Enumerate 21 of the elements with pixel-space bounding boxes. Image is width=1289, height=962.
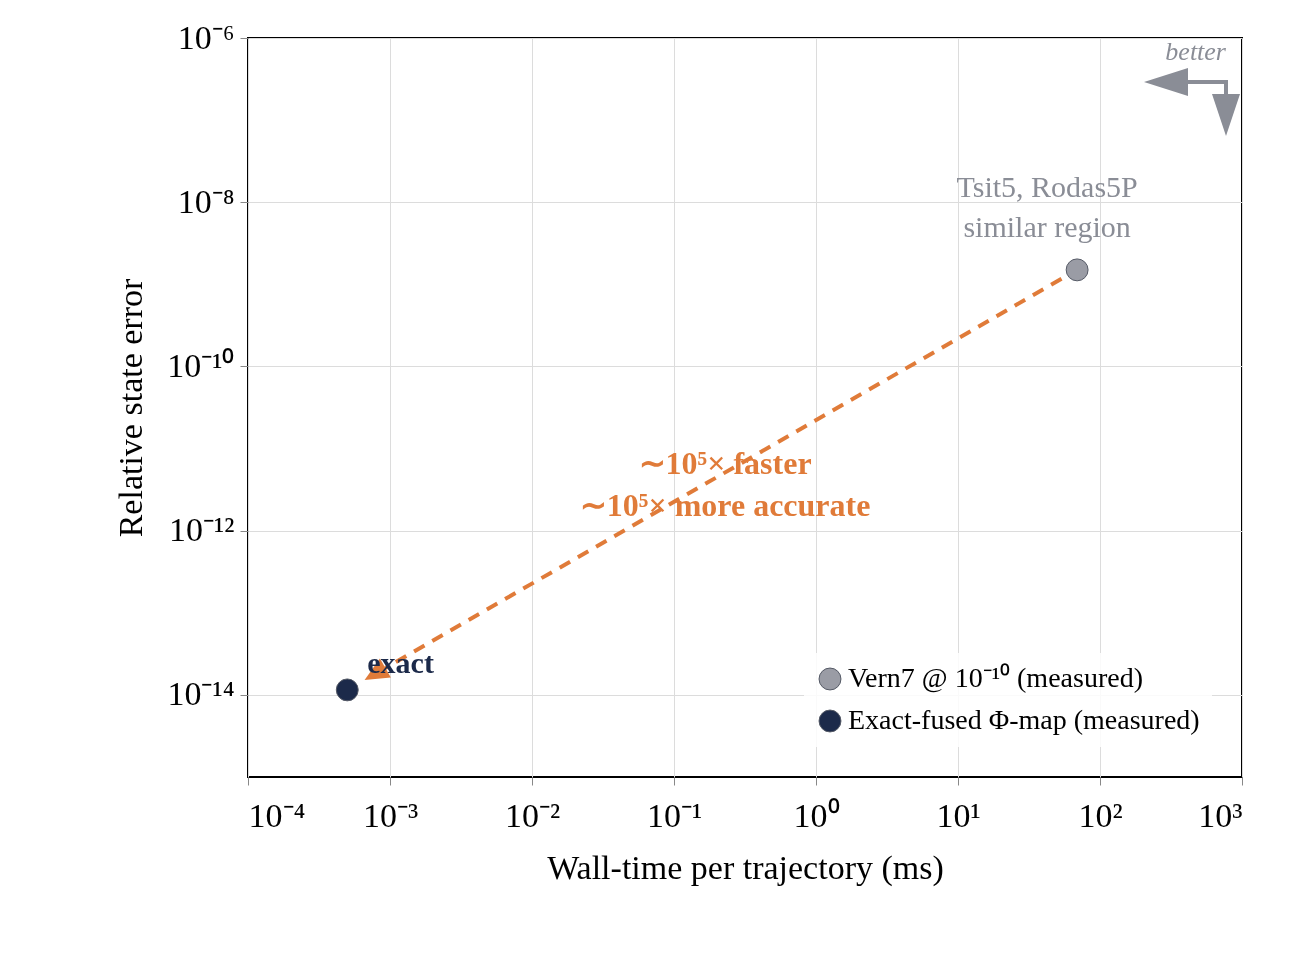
y-tick-label: 10⁻¹⁴ [167, 675, 235, 713]
y-tick-label: 10⁻¹⁰ [167, 346, 235, 384]
y-tick-label: 10⁻⁸ [177, 182, 235, 220]
x-tick-label: 10⁻¹ [646, 796, 703, 834]
x-tick-label: 10² [1078, 796, 1123, 834]
x-tick-label: 10³ [1198, 796, 1243, 834]
x-tick-label: 10⁻² [504, 796, 561, 834]
annotation: Tsit5, Rodas5P similar region [956, 169, 1138, 243]
x-tick-label: 10⁻³ [362, 796, 419, 834]
annotation: ∼10⁵× faster [638, 445, 812, 482]
x-tick-label: 10⁰ [793, 796, 840, 834]
x-axis-title: Wall-time per trajectory (ms) [547, 848, 944, 887]
annotation: better [1165, 37, 1227, 66]
y-tick-label: 10⁻⁶ [177, 18, 235, 56]
y-tick-label: 10⁻¹² [169, 511, 235, 549]
x-tick-label: 10⁻⁴ [248, 796, 306, 834]
annotation: ∼10⁵× more accurate [579, 487, 871, 524]
legend-label: Vern7 @ 10⁻¹⁰ (measured) [848, 662, 1143, 693]
legend-label: Exact-fused Φ-map (measured) [848, 704, 1200, 735]
y-axis-title: Relative state error [112, 278, 150, 538]
x-tick-label: 10¹ [936, 796, 981, 834]
